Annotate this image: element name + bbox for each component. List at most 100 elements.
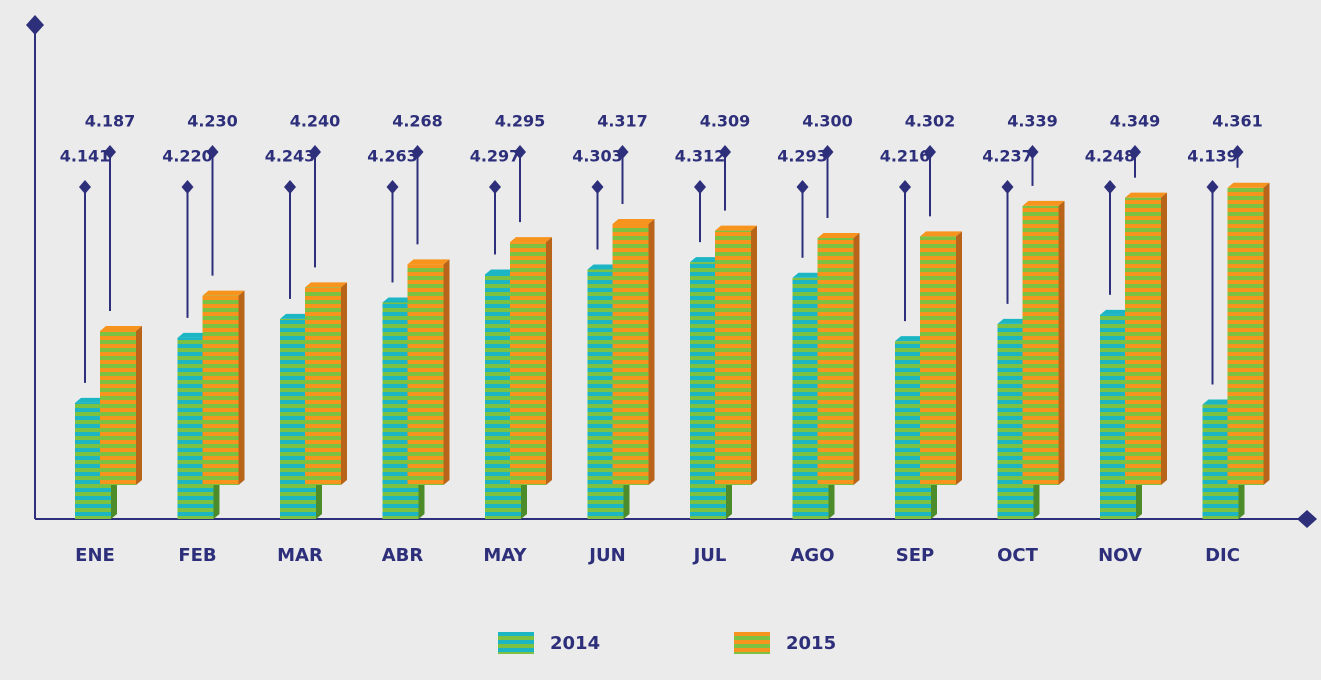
value-label: 4.317 bbox=[597, 112, 648, 131]
axis-arrow bbox=[1297, 510, 1317, 528]
bar bbox=[612, 224, 649, 485]
bar-side bbox=[546, 237, 552, 485]
leader-dot bbox=[1001, 180, 1014, 194]
bar bbox=[202, 295, 239, 485]
leader-dot bbox=[411, 145, 424, 159]
leader-dot bbox=[591, 180, 604, 194]
value-label: 4.297 bbox=[470, 147, 521, 166]
leader-dot bbox=[924, 145, 936, 159]
leader-dot bbox=[1231, 145, 1244, 159]
bar bbox=[1022, 205, 1059, 485]
leader-dot bbox=[514, 145, 526, 159]
leader-dot bbox=[386, 180, 399, 194]
x-tick-label: SEP bbox=[896, 545, 934, 566]
leader-dot bbox=[796, 180, 809, 194]
x-tick-label: ABR bbox=[382, 545, 424, 566]
x-tick-label: ENE bbox=[75, 545, 115, 566]
bar-top bbox=[715, 225, 757, 231]
leader-dot bbox=[489, 180, 501, 194]
value-label: 4.268 bbox=[392, 112, 443, 131]
bar-top bbox=[202, 290, 245, 296]
value-label: 4.300 bbox=[802, 112, 853, 131]
leader-dot bbox=[206, 145, 219, 159]
legend-label: 2015 bbox=[786, 633, 836, 654]
leader-dot bbox=[899, 180, 911, 194]
legend-swatch bbox=[734, 632, 770, 654]
value-label: 4.220 bbox=[162, 147, 213, 166]
bar-side bbox=[341, 282, 347, 485]
leader-dot bbox=[309, 145, 321, 159]
bar bbox=[510, 242, 546, 485]
leader-dot bbox=[79, 180, 91, 194]
bar-side bbox=[956, 231, 962, 485]
leader-dot bbox=[1206, 180, 1219, 194]
leader-dot bbox=[719, 145, 731, 159]
legend-label: 2014 bbox=[550, 633, 600, 654]
value-label: 4.339 bbox=[1007, 112, 1058, 131]
bar-side bbox=[1263, 182, 1270, 485]
leader-dot bbox=[694, 180, 706, 194]
x-tick-label: DIC bbox=[1205, 545, 1240, 566]
leader-dot bbox=[1104, 180, 1116, 194]
value-label: 4.248 bbox=[1085, 147, 1136, 166]
x-tick-label: OCT bbox=[997, 545, 1039, 566]
value-label: 4.361 bbox=[1212, 112, 1263, 131]
x-tick-label: MAY bbox=[483, 545, 527, 566]
value-label: 4.312 bbox=[675, 147, 726, 166]
leader-dot bbox=[1129, 145, 1141, 159]
bar-side bbox=[648, 219, 655, 485]
value-label: 4.303 bbox=[572, 147, 623, 166]
bar-top bbox=[1125, 192, 1167, 198]
x-tick-label: NOV bbox=[1098, 545, 1142, 566]
x-tick-label: AGO bbox=[790, 545, 834, 566]
bar-top bbox=[510, 237, 552, 243]
x-tick-label: JUL bbox=[692, 545, 727, 566]
bar bbox=[305, 287, 341, 485]
bar bbox=[715, 230, 751, 485]
leader-dot bbox=[821, 145, 834, 159]
bar bbox=[920, 236, 956, 485]
value-label: 4.293 bbox=[777, 147, 828, 166]
leader-dot bbox=[181, 180, 194, 194]
bar-side bbox=[853, 233, 860, 485]
bar-side bbox=[443, 259, 450, 485]
x-tick-label: MAR bbox=[277, 545, 323, 566]
value-label: 4.237 bbox=[982, 147, 1033, 166]
value-label: 4.295 bbox=[495, 112, 546, 131]
value-label: 4.187 bbox=[85, 112, 136, 131]
value-label: 4.243 bbox=[265, 147, 316, 166]
leader-dot bbox=[616, 145, 629, 159]
value-label: 4.263 bbox=[367, 147, 418, 166]
bar-side bbox=[1058, 200, 1065, 485]
leader-dot bbox=[1026, 145, 1039, 159]
legend-swatch bbox=[498, 632, 534, 654]
bar bbox=[1227, 187, 1264, 485]
axis-arrow bbox=[26, 15, 44, 35]
bar-top bbox=[1227, 182, 1270, 188]
bar-top bbox=[100, 326, 142, 332]
bar-top bbox=[817, 233, 860, 238]
bar-side bbox=[1161, 192, 1167, 485]
bar-top bbox=[305, 282, 347, 288]
value-label: 4.349 bbox=[1110, 112, 1161, 131]
leader-dot bbox=[104, 145, 116, 159]
bar bbox=[100, 331, 136, 485]
x-tick-label: FEB bbox=[178, 545, 216, 566]
bar bbox=[1125, 197, 1161, 485]
value-label: 4.139 bbox=[1187, 147, 1238, 166]
bar-side bbox=[238, 290, 245, 485]
value-label: 4.230 bbox=[187, 112, 238, 131]
bar-side bbox=[136, 326, 142, 485]
value-label: 4.309 bbox=[700, 112, 751, 131]
bar-top bbox=[1022, 200, 1065, 206]
bar-top bbox=[920, 231, 962, 237]
value-label: 4.141 bbox=[60, 147, 111, 166]
x-tick-label: JUN bbox=[587, 545, 625, 566]
value-label: 4.240 bbox=[290, 112, 341, 131]
bar-top bbox=[407, 259, 450, 265]
leader-dot bbox=[284, 180, 296, 194]
bar bbox=[817, 238, 854, 485]
bar bbox=[407, 264, 444, 485]
